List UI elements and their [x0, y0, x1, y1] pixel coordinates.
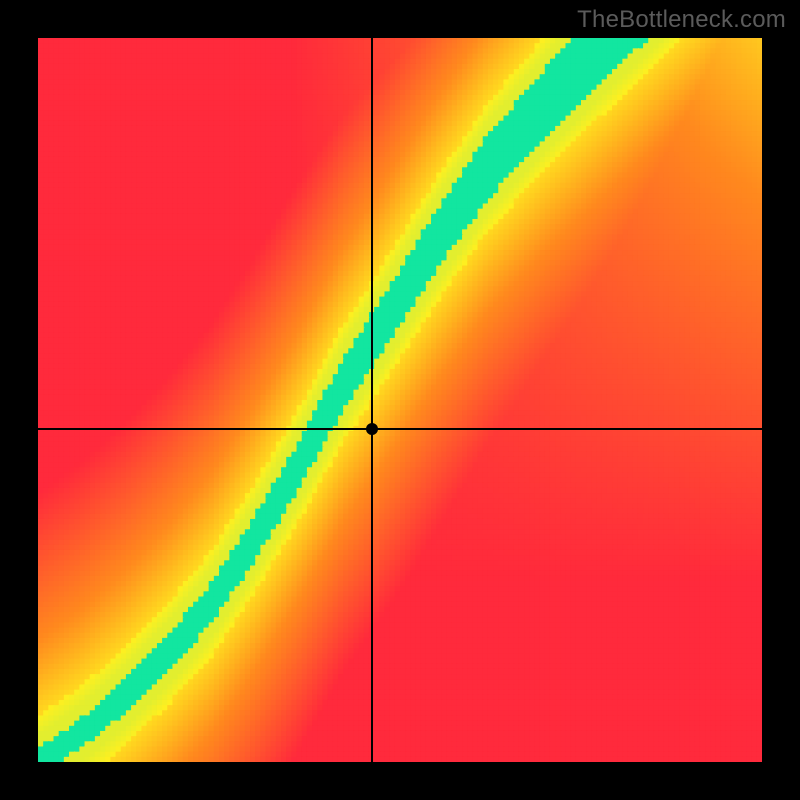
heatmap-canvas [38, 38, 762, 762]
crosshair-vertical [371, 38, 373, 762]
heatmap-plot [38, 38, 762, 762]
watermark-text: TheBottleneck.com [577, 6, 786, 34]
crosshair-marker [366, 423, 378, 435]
chart-container: TheBottleneck.com [0, 0, 800, 800]
crosshair-horizontal [38, 428, 762, 430]
